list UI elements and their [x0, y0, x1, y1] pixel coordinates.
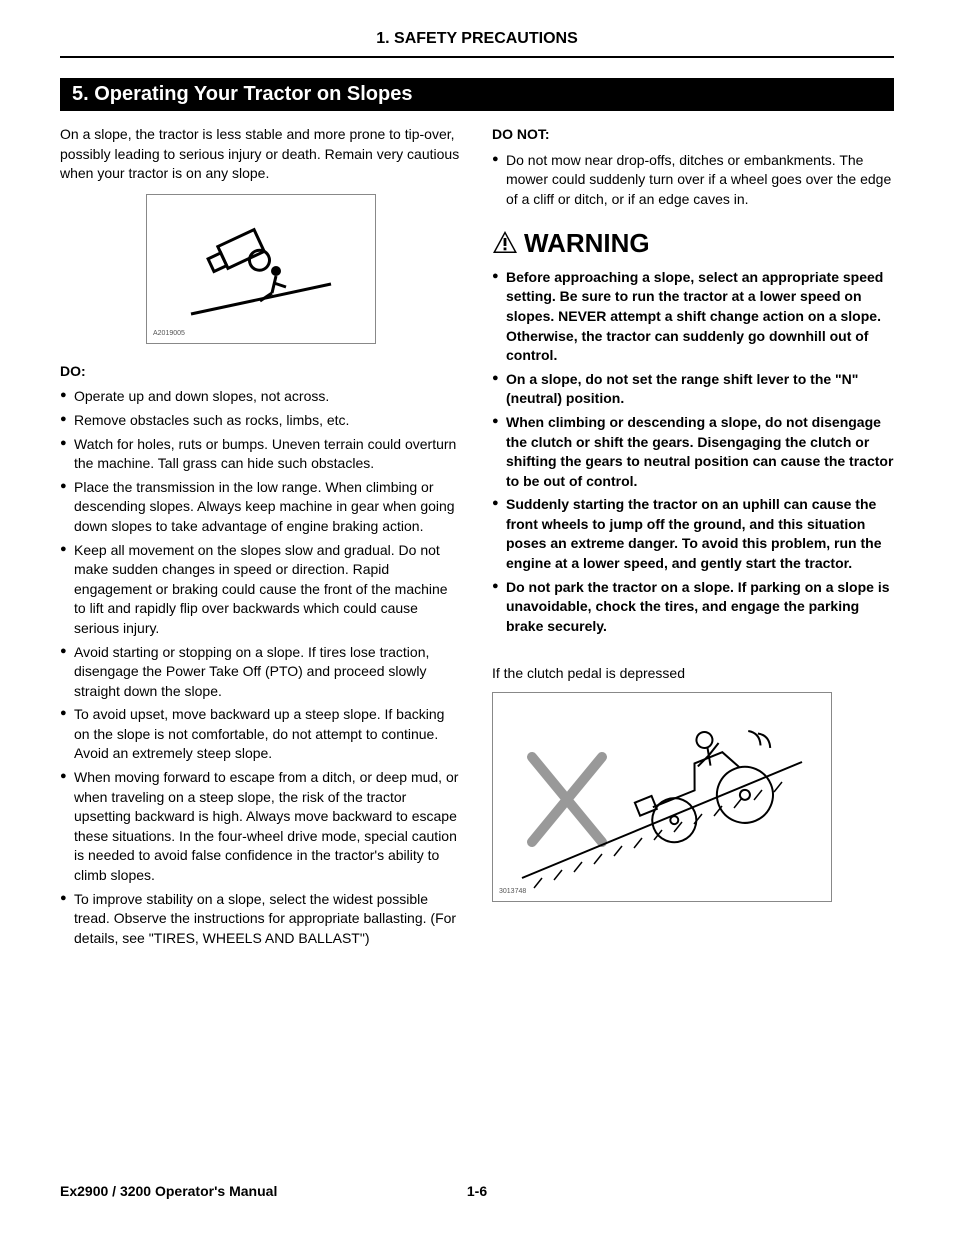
manual-title: Ex2900 / 3200 Operator's Manual — [60, 1183, 277, 1199]
list-item: Place the transmission in the low range.… — [60, 478, 462, 537]
page-footer: Ex2900 / 3200 Operator's Manual 1-6 — [60, 1183, 894, 1199]
page-number: 1-6 — [467, 1183, 487, 1199]
list-item: When moving forward to escape from a dit… — [60, 768, 462, 886]
content-columns: On a slope, the tractor is less stable a… — [60, 125, 894, 952]
list-item: On a slope, do not set the range shift l… — [492, 370, 894, 409]
list-item: Remove obstacles such as rocks, limbs, e… — [60, 411, 462, 431]
section-heading: 5. Operating Your Tractor on Slopes — [60, 78, 894, 111]
slope-illustration: 3013748 — [492, 692, 832, 902]
right-column: DO NOT: Do not mow near drop-offs, ditch… — [492, 125, 894, 952]
tipover-illustration: A2019005 — [146, 194, 376, 344]
do-list: Operate up and down slopes, not across. … — [60, 387, 462, 948]
donot-list: Do not mow near drop-offs, ditches or em… — [492, 151, 894, 210]
list-item: Do not park the tractor on a slope. If p… — [492, 578, 894, 637]
intro-paragraph: On a slope, the tractor is less stable a… — [60, 125, 462, 184]
warning-list: Before approaching a slope, select an ap… — [492, 268, 894, 637]
warning-triangle-icon — [492, 230, 518, 258]
list-item: Do not mow near drop-offs, ditches or em… — [492, 151, 894, 210]
list-item: Operate up and down slopes, not across. — [60, 387, 462, 407]
list-item: To improve stability on a slope, select … — [60, 890, 462, 949]
left-column: On a slope, the tractor is less stable a… — [60, 125, 462, 952]
donot-heading: DO NOT: — [492, 125, 894, 145]
warning-heading: WARNING — [492, 225, 894, 261]
illustration-id: 3013748 — [499, 887, 526, 897]
list-item: Watch for holes, ruts or bumps. Uneven t… — [60, 435, 462, 474]
list-item: When climbing or descending a slope, do … — [492, 413, 894, 491]
illustration-id: A2019005 — [153, 329, 185, 339]
chapter-header: 1. SAFETY PRECAUTIONS — [60, 30, 894, 58]
list-item: Avoid starting or stopping on a slope. I… — [60, 643, 462, 702]
list-item: Suddenly starting the tractor on an uphi… — [492, 495, 894, 573]
warning-label: WARNING — [524, 225, 650, 261]
clutch-caption: If the clutch pedal is depressed — [492, 664, 894, 684]
list-item: Keep all movement on the slopes slow and… — [60, 541, 462, 639]
list-item: To avoid upset, move backward up a steep… — [60, 705, 462, 764]
do-heading: DO: — [60, 362, 462, 382]
list-item: Before approaching a slope, select an ap… — [492, 268, 894, 366]
